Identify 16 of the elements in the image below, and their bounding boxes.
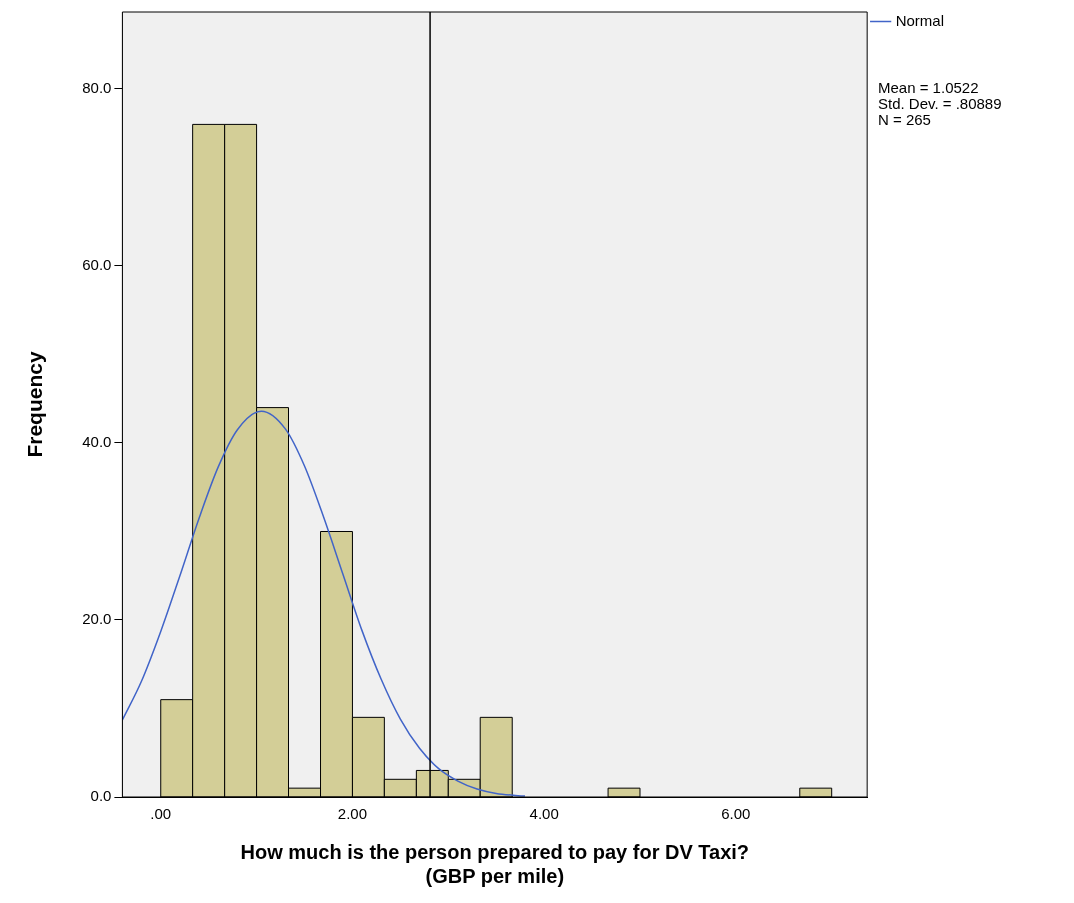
line-series — [122, 410, 526, 797]
x-tick-label: 4.00 — [529, 805, 559, 823]
y-tick-label: 80.0 — [82, 79, 112, 97]
y-tick-label: 60.0 — [82, 256, 112, 274]
y-axis-title: Frequency — [23, 351, 47, 458]
x-tick-label: .00 — [150, 805, 172, 823]
legend-label: Normal — [895, 11, 944, 29]
text: Mean = 1.0522 — [878, 79, 980, 96]
text: Std. Dev. = .80889 — [878, 95, 1002, 112]
x-axis-title: How much is the person prepared to pay for DV Taxi? (GBP per mile) — [240, 840, 750, 887]
x-tick-label: 2.00 — [337, 805, 368, 823]
text: N = 265 — [878, 111, 932, 128]
y-tick-label: 20.0 — [82, 610, 112, 628]
y-tick-label: 40.0 — [82, 433, 112, 451]
x-tick-label: 6.00 — [721, 805, 751, 823]
y-tick-label: 0.0 — [90, 787, 112, 805]
